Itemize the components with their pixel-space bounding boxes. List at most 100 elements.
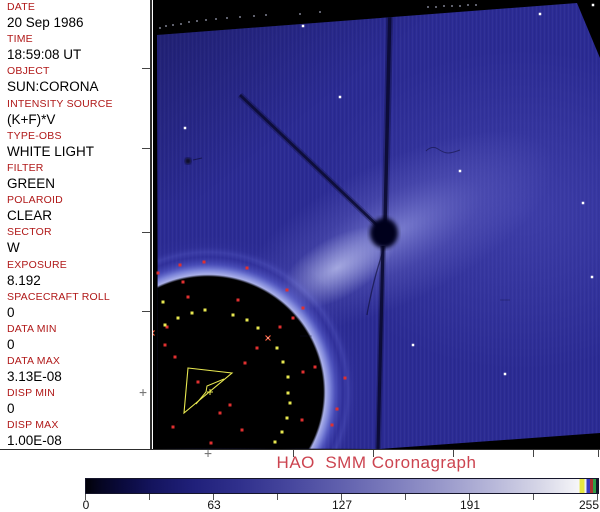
red-fiducial-dot (178, 263, 182, 267)
pylon-shadow (237, 3, 398, 449)
edge-star-dot (188, 21, 190, 23)
edge-star-dot (226, 17, 228, 19)
sun-center-marker-left: + (139, 385, 147, 401)
red-fiducial-dot (186, 295, 190, 299)
field-value: 0 (7, 401, 15, 417)
yellow-fiducial-dot (281, 360, 285, 364)
edge-star-dot (205, 19, 207, 21)
red-fiducial-dot (173, 355, 177, 359)
edge-star-dot (299, 13, 301, 15)
red-fiducial-dot (330, 423, 334, 427)
colorbar-tick (597, 494, 598, 500)
red-fiducial-dot (245, 266, 249, 270)
metadata-field: FILTER GREEN (7, 162, 150, 194)
x-marker-center (267, 337, 269, 339)
field-value: 0 (7, 336, 15, 352)
star-speck (538, 12, 542, 16)
field-value: GREEN (7, 175, 56, 191)
yellow-fiducial-dot (288, 401, 292, 405)
field-value: (K+F)*V (7, 111, 56, 127)
field-value: SUN:CORONA (7, 79, 99, 95)
red-fiducial-dot (343, 376, 347, 380)
star-speck (183, 126, 187, 130)
colorbar-tick (405, 494, 406, 500)
red-fiducial-dot (301, 370, 305, 374)
red-fiducial-dot (163, 343, 167, 347)
metadata-field: EXPOSURE 8.192 (7, 259, 150, 291)
colorbar-tick-label: 63 (207, 498, 221, 512)
left-axis-tick (142, 232, 150, 233)
left-axis-tick (142, 148, 150, 149)
bottom-axis-tick (533, 450, 534, 457)
left-axis-tick (142, 311, 150, 312)
red-fiducial-dot (171, 425, 175, 429)
yellow-fiducial-dot (285, 416, 289, 420)
yellow-fiducial-dot (286, 391, 290, 395)
edge-star-dot (165, 25, 167, 27)
field-value: 3.13E-08 (7, 369, 62, 385)
colorbar-tick (85, 494, 86, 500)
film-blemishes (184, 146, 510, 337)
edge-star-dot (435, 6, 437, 8)
edge-star-dot (196, 20, 198, 22)
edge-star-dot (265, 14, 267, 16)
yellow-fiducial-dot (190, 311, 194, 315)
edge-star-dot (443, 5, 445, 7)
edge-star-dot (459, 5, 461, 7)
yellow-fiducial-dot (286, 375, 290, 379)
red-fiducial-dot (313, 365, 317, 369)
edge-star-dot (475, 4, 477, 6)
left-axis-tick (142, 68, 150, 69)
colorbar-tick (469, 494, 470, 500)
field-label: DISP MAX (7, 419, 59, 432)
edge-star-dot (467, 4, 469, 6)
star-speck (581, 201, 585, 205)
edge-star-dot (159, 27, 161, 29)
left-axis-line (150, 0, 152, 450)
field-label: OBJECT (7, 65, 50, 78)
field-value: 1.00E-08 (7, 433, 62, 449)
red-fiducial-dot (202, 260, 206, 264)
field-label: TIME (7, 33, 33, 46)
red-fiducial-dot (285, 288, 289, 292)
star-speck (338, 95, 342, 99)
yellow-fiducial-dot (163, 323, 167, 327)
field-value: 8.192 (7, 272, 41, 288)
yellow-fiducial-dot (245, 318, 249, 322)
metadata-field: SPACECRAFT ROLL 0 (7, 291, 150, 323)
red-fiducial-dot (218, 411, 222, 415)
edge-star-dot (172, 24, 174, 26)
metadata-field: POLAROID CLEAR (7, 194, 150, 226)
yellow-fiducial-dot (256, 326, 260, 330)
red-fiducial-dot (209, 441, 213, 445)
red-fiducial-dot (228, 403, 232, 407)
metadata-sidebar: DATE 20 Sep 1986 TIME 18:59:08 UT OBJECT SUN:… (0, 1, 150, 449)
field-value: CLEAR (7, 208, 53, 224)
red-fiducial-dot (196, 380, 200, 384)
colorbar-tick (277, 494, 278, 500)
yellow-fiducial-dot (273, 440, 277, 444)
coronagraph-canvas (149, 0, 600, 449)
image-title: HAO SMM Coronagraph (276, 453, 477, 472)
colorbar-tick-label: 255 (578, 498, 600, 512)
red-fiducial-dot (301, 306, 305, 310)
field-value: 18:59:08 UT (7, 47, 82, 63)
bottom-axis-line (0, 449, 600, 450)
field-value: 20 Sep 1986 (7, 15, 84, 30)
field-value: WHITE LIGHT (7, 143, 94, 159)
colorbar-tick-label: 127 (331, 498, 353, 512)
red-fiducial-dot (240, 428, 244, 432)
colorbar-tick-label: 191 (459, 498, 481, 512)
metadata-field: SECTOR W (7, 226, 150, 258)
star-speck (591, 3, 595, 7)
yellow-fiducial-dot (275, 346, 279, 350)
red-fiducial-dot (181, 280, 185, 284)
field-label: DISP MIN (7, 387, 56, 400)
bottom-axis-tick (453, 450, 454, 457)
intensity-colorbar (85, 478, 599, 494)
yellow-fiducial-dot (231, 313, 235, 317)
edge-star-dot (427, 6, 429, 8)
edge-star-dot (319, 11, 321, 13)
field-label: SECTOR (7, 226, 52, 239)
field-value: W (7, 240, 20, 256)
